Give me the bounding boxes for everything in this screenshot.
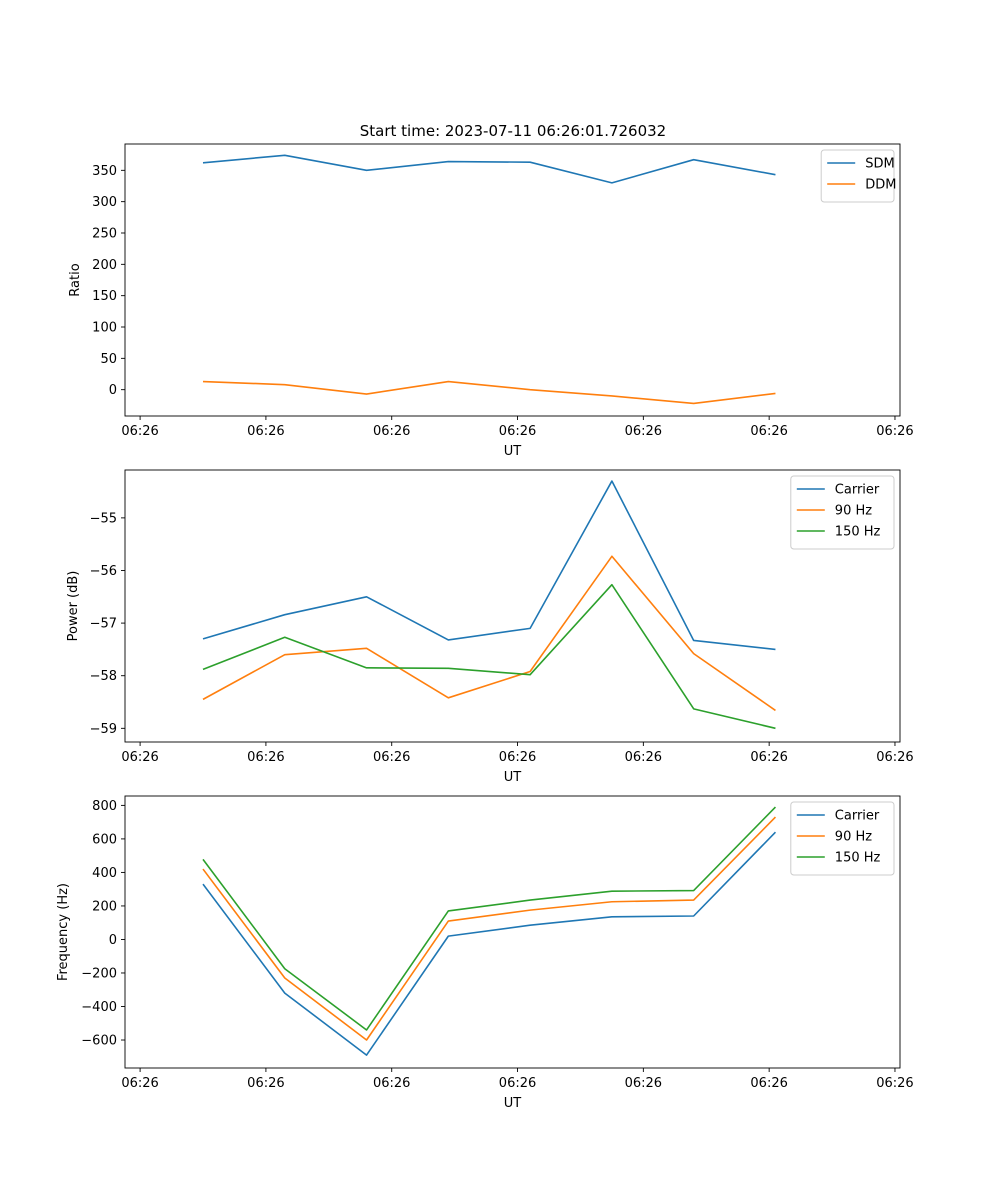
power-x-tick-label: 06:26 xyxy=(750,750,787,765)
frequency-axes-frame xyxy=(124,795,901,1069)
frequency-legend-label: 90 Hz xyxy=(835,830,872,845)
ratio-series-ddm-line xyxy=(202,380,776,405)
power-y-tick-label: −57 xyxy=(90,617,117,632)
ratio-y-tick-label: 200 xyxy=(92,258,117,273)
power-legend-label: 150 Hz xyxy=(835,525,881,540)
power-y-tick-label: −56 xyxy=(90,564,117,579)
frequency-panel: 06:26 06:26 06:26 06:26 06:26 06:26 06:26 −600 −… xyxy=(56,795,914,1111)
power-y-tick-label: −59 xyxy=(90,722,117,737)
ratio-x-tick-label: 06:26 xyxy=(247,424,284,439)
ratio-series-sdm-line xyxy=(202,154,776,184)
ratio-x-tick-label: 06:26 xyxy=(121,424,158,439)
ratio-y-tick-label: 50 xyxy=(100,352,117,367)
ratio-y-axis-label: Ratio xyxy=(68,263,83,296)
power-x-tick-label: 06:26 xyxy=(373,750,410,765)
ratio-x-tick-label: 06:26 xyxy=(373,424,410,439)
frequency-series-carrier-line xyxy=(202,831,777,1056)
ratio-x-tick-label: 06:26 xyxy=(625,424,662,439)
ratio-x-tick-label: 06:26 xyxy=(750,424,787,439)
power-series-90-hz-line xyxy=(202,555,776,712)
ratio-legend-label: DDM xyxy=(865,178,896,193)
frequency-y-axis-label: Frequency (Hz) xyxy=(56,883,71,981)
frequency-series-90-hz-line xyxy=(202,816,777,1041)
power-x-tick-label: 06:26 xyxy=(247,750,284,765)
frequency-y-tick-label: 400 xyxy=(92,866,117,881)
frequency-y-tick-label: −400 xyxy=(81,1000,117,1015)
power-x-tick-label: 06:26 xyxy=(625,750,662,765)
power-panel: 06:26 06:26 06:26 06:26 06:26 06:26 06:26 −59 −5… xyxy=(66,469,914,785)
frequency-x-tick-label: 06:26 xyxy=(247,1076,284,1091)
power-axes-frame xyxy=(124,469,901,743)
frequency-x-tick-label: 06:26 xyxy=(876,1076,913,1091)
frequency-y-tick-label: −600 xyxy=(81,1034,117,1049)
frequency-y-tick-label: 0 xyxy=(109,933,117,948)
figure-title: Start time: 2023-07-11 06:26:01.726032 xyxy=(360,122,666,140)
ratio-legend-label: SDM xyxy=(865,157,894,172)
frequency-y-tick-label: 800 xyxy=(92,799,117,814)
power-series-150-hz-line xyxy=(202,583,776,730)
frequency-x-tick-label: 06:26 xyxy=(750,1076,787,1091)
ratio-y-tick-label: 150 xyxy=(92,289,117,304)
power-y-axis-label: Power (dB) xyxy=(66,571,81,642)
ratio-y-tick-label: 100 xyxy=(92,321,117,336)
ratio-y-tick-label: 0 xyxy=(109,383,117,398)
power-x-tick-label: 06:26 xyxy=(876,750,913,765)
frequency-x-tick-label: 06:26 xyxy=(499,1076,536,1091)
frequency-legend-label: Carrier xyxy=(835,809,880,824)
ratio-axes-frame xyxy=(124,143,901,417)
frequency-x-tick-label: 06:26 xyxy=(625,1076,662,1091)
ratio-y-tick-label: 350 xyxy=(92,164,117,179)
frequency-legend: Carrier 90 Hz 150 Hz xyxy=(790,801,895,876)
frequency-series-150-hz-line xyxy=(202,806,777,1031)
power-series-carrier-line xyxy=(202,480,776,651)
ratio-x-axis-label: UT xyxy=(504,444,522,459)
frequency-x-tick-label: 06:26 xyxy=(373,1076,410,1091)
power-x-tick-label: 06:26 xyxy=(499,750,536,765)
ratio-legend: SDM DDM xyxy=(820,149,896,203)
power-y-tick-label: −58 xyxy=(90,669,117,684)
ratio-y-tick-label: 300 xyxy=(92,195,117,210)
ratio-y-tick-label: 250 xyxy=(92,226,117,241)
power-x-axis-label: UT xyxy=(504,770,522,785)
frequency-y-tick-label: 600 xyxy=(92,832,117,847)
power-y-tick-label: −55 xyxy=(90,511,117,526)
frequency-legend-label: 150 Hz xyxy=(835,851,881,866)
power-x-tick-label: 06:26 xyxy=(121,750,158,765)
frequency-x-axis-label: UT xyxy=(504,1096,522,1111)
frequency-y-tick-label: 200 xyxy=(92,899,117,914)
frequency-x-tick-label: 06:26 xyxy=(121,1076,158,1091)
ratio-panel: 06:26 06:26 06:26 06:26 06:26 06:26 06:26 0 50 10… xyxy=(68,143,914,459)
power-legend-label: Carrier xyxy=(835,483,880,498)
power-legend-label: 90 Hz xyxy=(835,504,872,519)
ratio-x-tick-label: 06:26 xyxy=(499,424,536,439)
frequency-y-tick-label: −200 xyxy=(81,966,117,981)
power-legend: Carrier 90 Hz 150 Hz xyxy=(790,475,895,550)
ratio-x-tick-label: 06:26 xyxy=(876,424,913,439)
